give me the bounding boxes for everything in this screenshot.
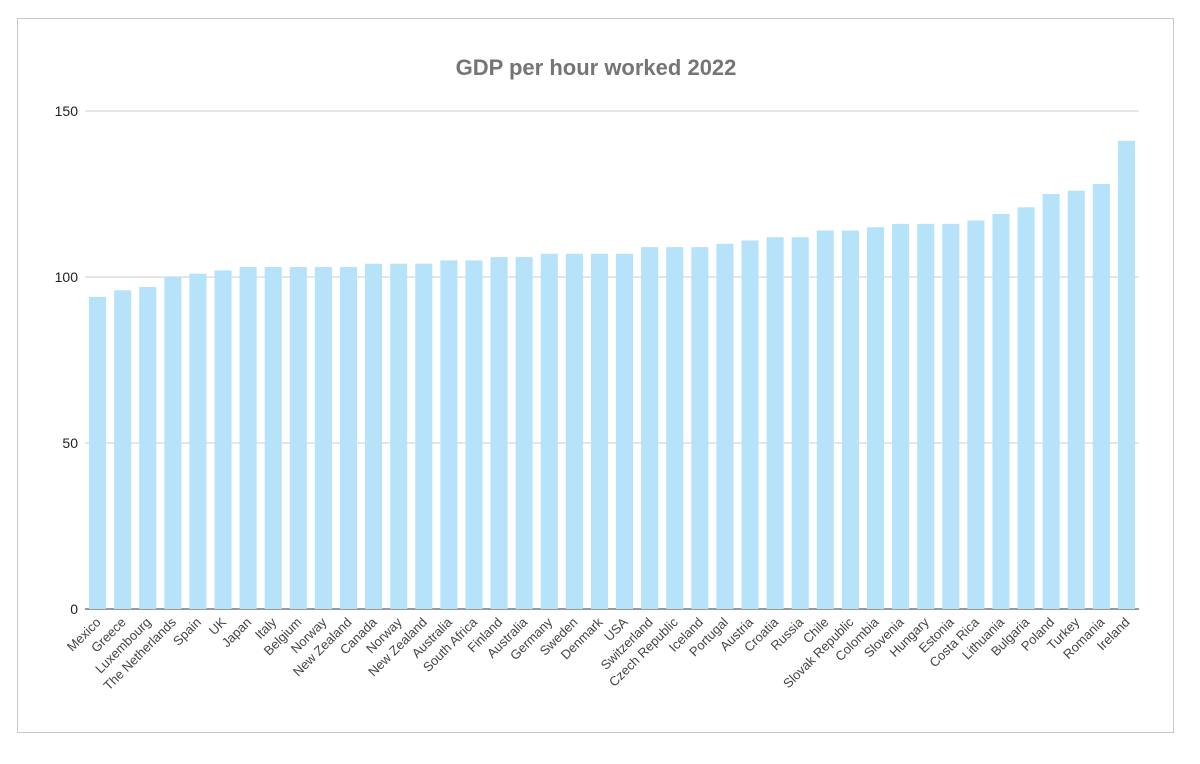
bar [440, 260, 458, 609]
bar [1117, 140, 1135, 609]
y-tick-label: 0 [70, 601, 78, 617]
bar [1042, 194, 1060, 609]
bar [816, 230, 834, 609]
bar [139, 286, 157, 609]
bar [565, 253, 583, 609]
bar [1017, 207, 1035, 609]
chart-container: GDP per hour worked 2022 0 50 100 150 Mexic… [17, 18, 1174, 733]
bar [691, 247, 709, 609]
bar [1067, 190, 1085, 609]
bar [766, 237, 784, 609]
bar [841, 230, 859, 609]
bar [114, 290, 132, 609]
y-tick-label: 150 [55, 103, 79, 119]
bar [616, 253, 634, 609]
bar [641, 247, 659, 609]
bars [89, 140, 1135, 610]
bar [741, 240, 759, 610]
bar [164, 277, 182, 609]
bar [89, 296, 107, 609]
bar [239, 267, 257, 609]
bar-chart: GDP per hour worked 2022 0 50 100 150 Mexic… [55, 55, 1139, 693]
bar [590, 253, 608, 609]
bar [264, 267, 282, 609]
y-tick-label: 50 [62, 435, 78, 451]
bar [339, 267, 358, 609]
gridlines [85, 110, 1139, 610]
bar [716, 243, 734, 610]
bar [892, 223, 910, 609]
bar [540, 253, 558, 609]
bar [666, 247, 684, 609]
bar [992, 213, 1010, 610]
bar [866, 227, 885, 609]
bar [365, 263, 383, 609]
bar [465, 260, 483, 609]
bar [967, 220, 985, 609]
bar [791, 237, 809, 609]
y-axis-ticks: 0 50 100 150 [55, 103, 79, 617]
bar [189, 273, 207, 609]
y-tick-label: 100 [55, 269, 79, 285]
bar [515, 257, 533, 609]
bar [415, 263, 433, 609]
x-tick-label: Japan [219, 615, 255, 651]
bar [1092, 184, 1110, 610]
x-tick-label: Spain [170, 615, 204, 649]
bar [314, 267, 332, 609]
bar [917, 223, 935, 609]
bar [390, 263, 408, 609]
bar [942, 223, 960, 609]
bar [490, 257, 508, 609]
chart-title: GDP per hour worked 2022 [456, 55, 737, 80]
bar [289, 267, 307, 609]
bar [214, 270, 232, 609]
